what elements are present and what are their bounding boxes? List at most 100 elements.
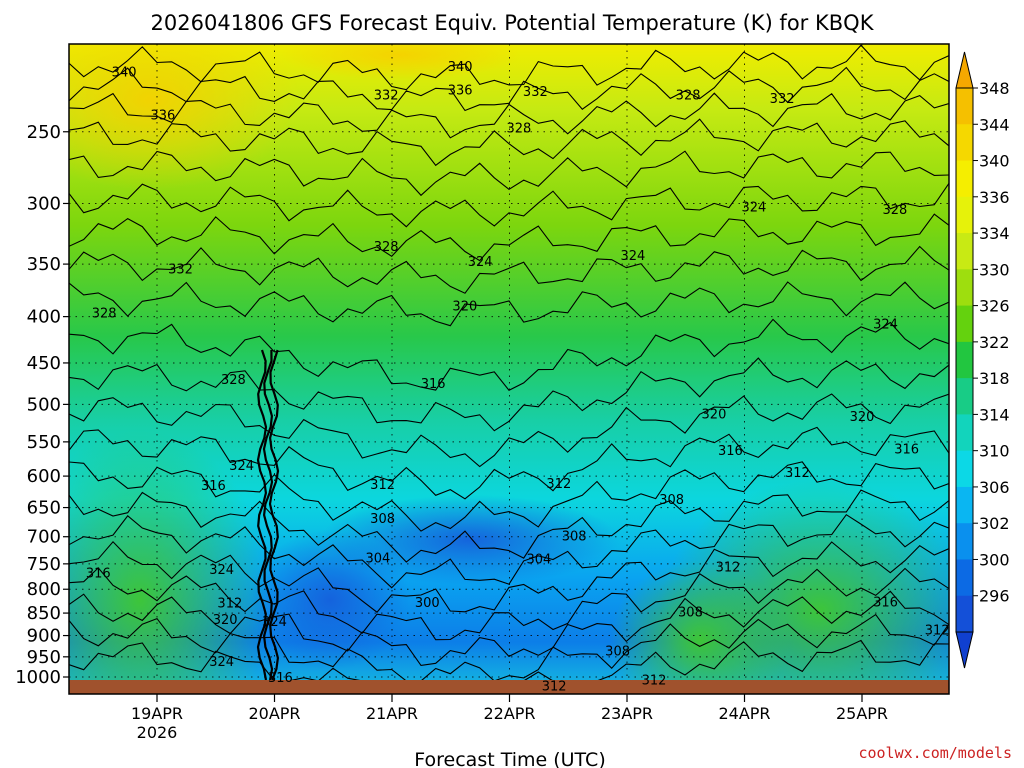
y-tick-label: 1000 xyxy=(15,667,61,688)
contour-line xyxy=(69,426,949,500)
colorbar-swatch xyxy=(956,233,973,270)
contour-label: 316 xyxy=(894,443,919,458)
contour-label: 308 xyxy=(659,493,684,508)
contour-label: 328 xyxy=(676,89,701,104)
contour-label: 312 xyxy=(370,478,395,493)
contour-label: 324 xyxy=(209,563,234,578)
y-tick-label: 250 xyxy=(27,122,61,143)
frontal-contour xyxy=(262,349,274,681)
contour-label: 328 xyxy=(882,203,907,218)
contour-label: 328 xyxy=(506,122,531,137)
credit-link[interactable]: coolwx.com/models xyxy=(858,744,1012,762)
colorbar-min-arrow xyxy=(955,631,974,669)
colorbar-swatch xyxy=(956,160,973,198)
contour-label: 308 xyxy=(370,512,395,527)
colorbar-label: 336 xyxy=(979,188,1010,207)
contour-label: 304 xyxy=(365,552,390,567)
colorbar-label: 314 xyxy=(979,405,1010,424)
y-tick-label: 750 xyxy=(27,554,61,575)
colorbar-swatch xyxy=(956,124,973,162)
contour-line xyxy=(69,118,949,167)
y-tick-label: 650 xyxy=(27,498,61,519)
chart-title: 2026041806 GFS Forecast Equiv. Potential… xyxy=(151,11,875,35)
colorbar-swatch xyxy=(956,450,973,488)
contour-label: 316 xyxy=(873,595,898,610)
colorbar-label: 322 xyxy=(979,333,1010,352)
contour-line xyxy=(69,540,949,613)
x-tick-label: 20APR xyxy=(248,704,300,723)
contour-line xyxy=(69,393,949,468)
contour-label: 324 xyxy=(229,459,254,474)
contour-label: 332 xyxy=(374,89,399,104)
colorbar-swatch xyxy=(956,378,973,415)
colorbar-label: 300 xyxy=(979,550,1010,569)
contour-line xyxy=(69,213,949,262)
x-tick-label: 23APR xyxy=(601,704,653,723)
contour-label: 316 xyxy=(86,567,111,582)
y-tick-label: 450 xyxy=(27,353,61,374)
contour-label: 320 xyxy=(850,410,875,425)
colorbar-label: 326 xyxy=(979,297,1010,316)
y-tick-label: 950 xyxy=(27,647,61,668)
x-tick-label: 24APR xyxy=(718,704,770,723)
contour-label: 324 xyxy=(620,249,645,264)
grid-lines xyxy=(69,44,949,694)
ground-strip xyxy=(69,680,949,694)
contour-label: 312 xyxy=(785,466,810,481)
contour-label: 320 xyxy=(702,407,727,422)
colorbar-label: 330 xyxy=(979,260,1010,279)
contour-label: 332 xyxy=(523,85,548,100)
contour-label: 316 xyxy=(718,444,743,459)
contour-line xyxy=(69,182,949,228)
contour-label: 312 xyxy=(217,597,242,612)
contour-label: 308 xyxy=(605,644,630,659)
contour-label: 328 xyxy=(221,373,246,388)
heatmap-field xyxy=(69,44,949,694)
contour-label: 336 xyxy=(448,83,473,98)
contour-line xyxy=(69,92,949,139)
contour-label: 304 xyxy=(526,553,551,568)
y-tick-label: 850 xyxy=(27,603,61,624)
y-axis: 2503003504004505005506006507007508008509… xyxy=(15,122,69,688)
contour-label: 320 xyxy=(213,613,238,628)
x-tick-label: 21APR xyxy=(366,704,418,723)
contour-label: 316 xyxy=(421,377,446,392)
contour-label: 316 xyxy=(201,479,226,494)
contour-label: 312 xyxy=(716,561,741,576)
contour-label: 324 xyxy=(262,615,287,630)
contour-line xyxy=(69,150,949,197)
contour-label: 328 xyxy=(92,307,117,322)
colorbar-swatch xyxy=(956,196,973,234)
contour-label: 324 xyxy=(209,655,234,670)
y-tick-label: 900 xyxy=(27,626,61,647)
y-tick-label: 350 xyxy=(27,254,61,275)
contour-line xyxy=(69,489,949,563)
y-tick-label: 700 xyxy=(27,527,61,548)
colorbar-label: 334 xyxy=(979,224,1010,243)
colorbar-label: 306 xyxy=(979,478,1010,497)
x-tick-label: 22APR xyxy=(483,704,535,723)
colorbar-label: 344 xyxy=(979,115,1010,134)
colorbar-swatch xyxy=(956,523,973,560)
colorbar-label: 302 xyxy=(979,514,1010,533)
colorbar-swatch xyxy=(956,559,973,597)
contour-line xyxy=(69,281,949,327)
contour-label: 324 xyxy=(468,255,493,270)
colorbar-label: 310 xyxy=(979,442,1010,461)
contour-label: 332 xyxy=(770,92,795,107)
contour-label: 340 xyxy=(112,65,137,80)
y-tick-label: 600 xyxy=(27,466,61,487)
contour-label: 336 xyxy=(150,109,175,124)
contour-line xyxy=(69,461,949,532)
y-tick-label: 800 xyxy=(27,579,61,600)
colorbar-max-arrow xyxy=(955,51,974,89)
contour-label: 320 xyxy=(452,300,477,315)
contour-label: 324 xyxy=(741,200,766,215)
x-tick-label: 19APR xyxy=(131,704,183,723)
contour-label: 324 xyxy=(873,317,898,332)
colorbar-swatch xyxy=(956,88,973,125)
contour-line xyxy=(69,318,949,391)
